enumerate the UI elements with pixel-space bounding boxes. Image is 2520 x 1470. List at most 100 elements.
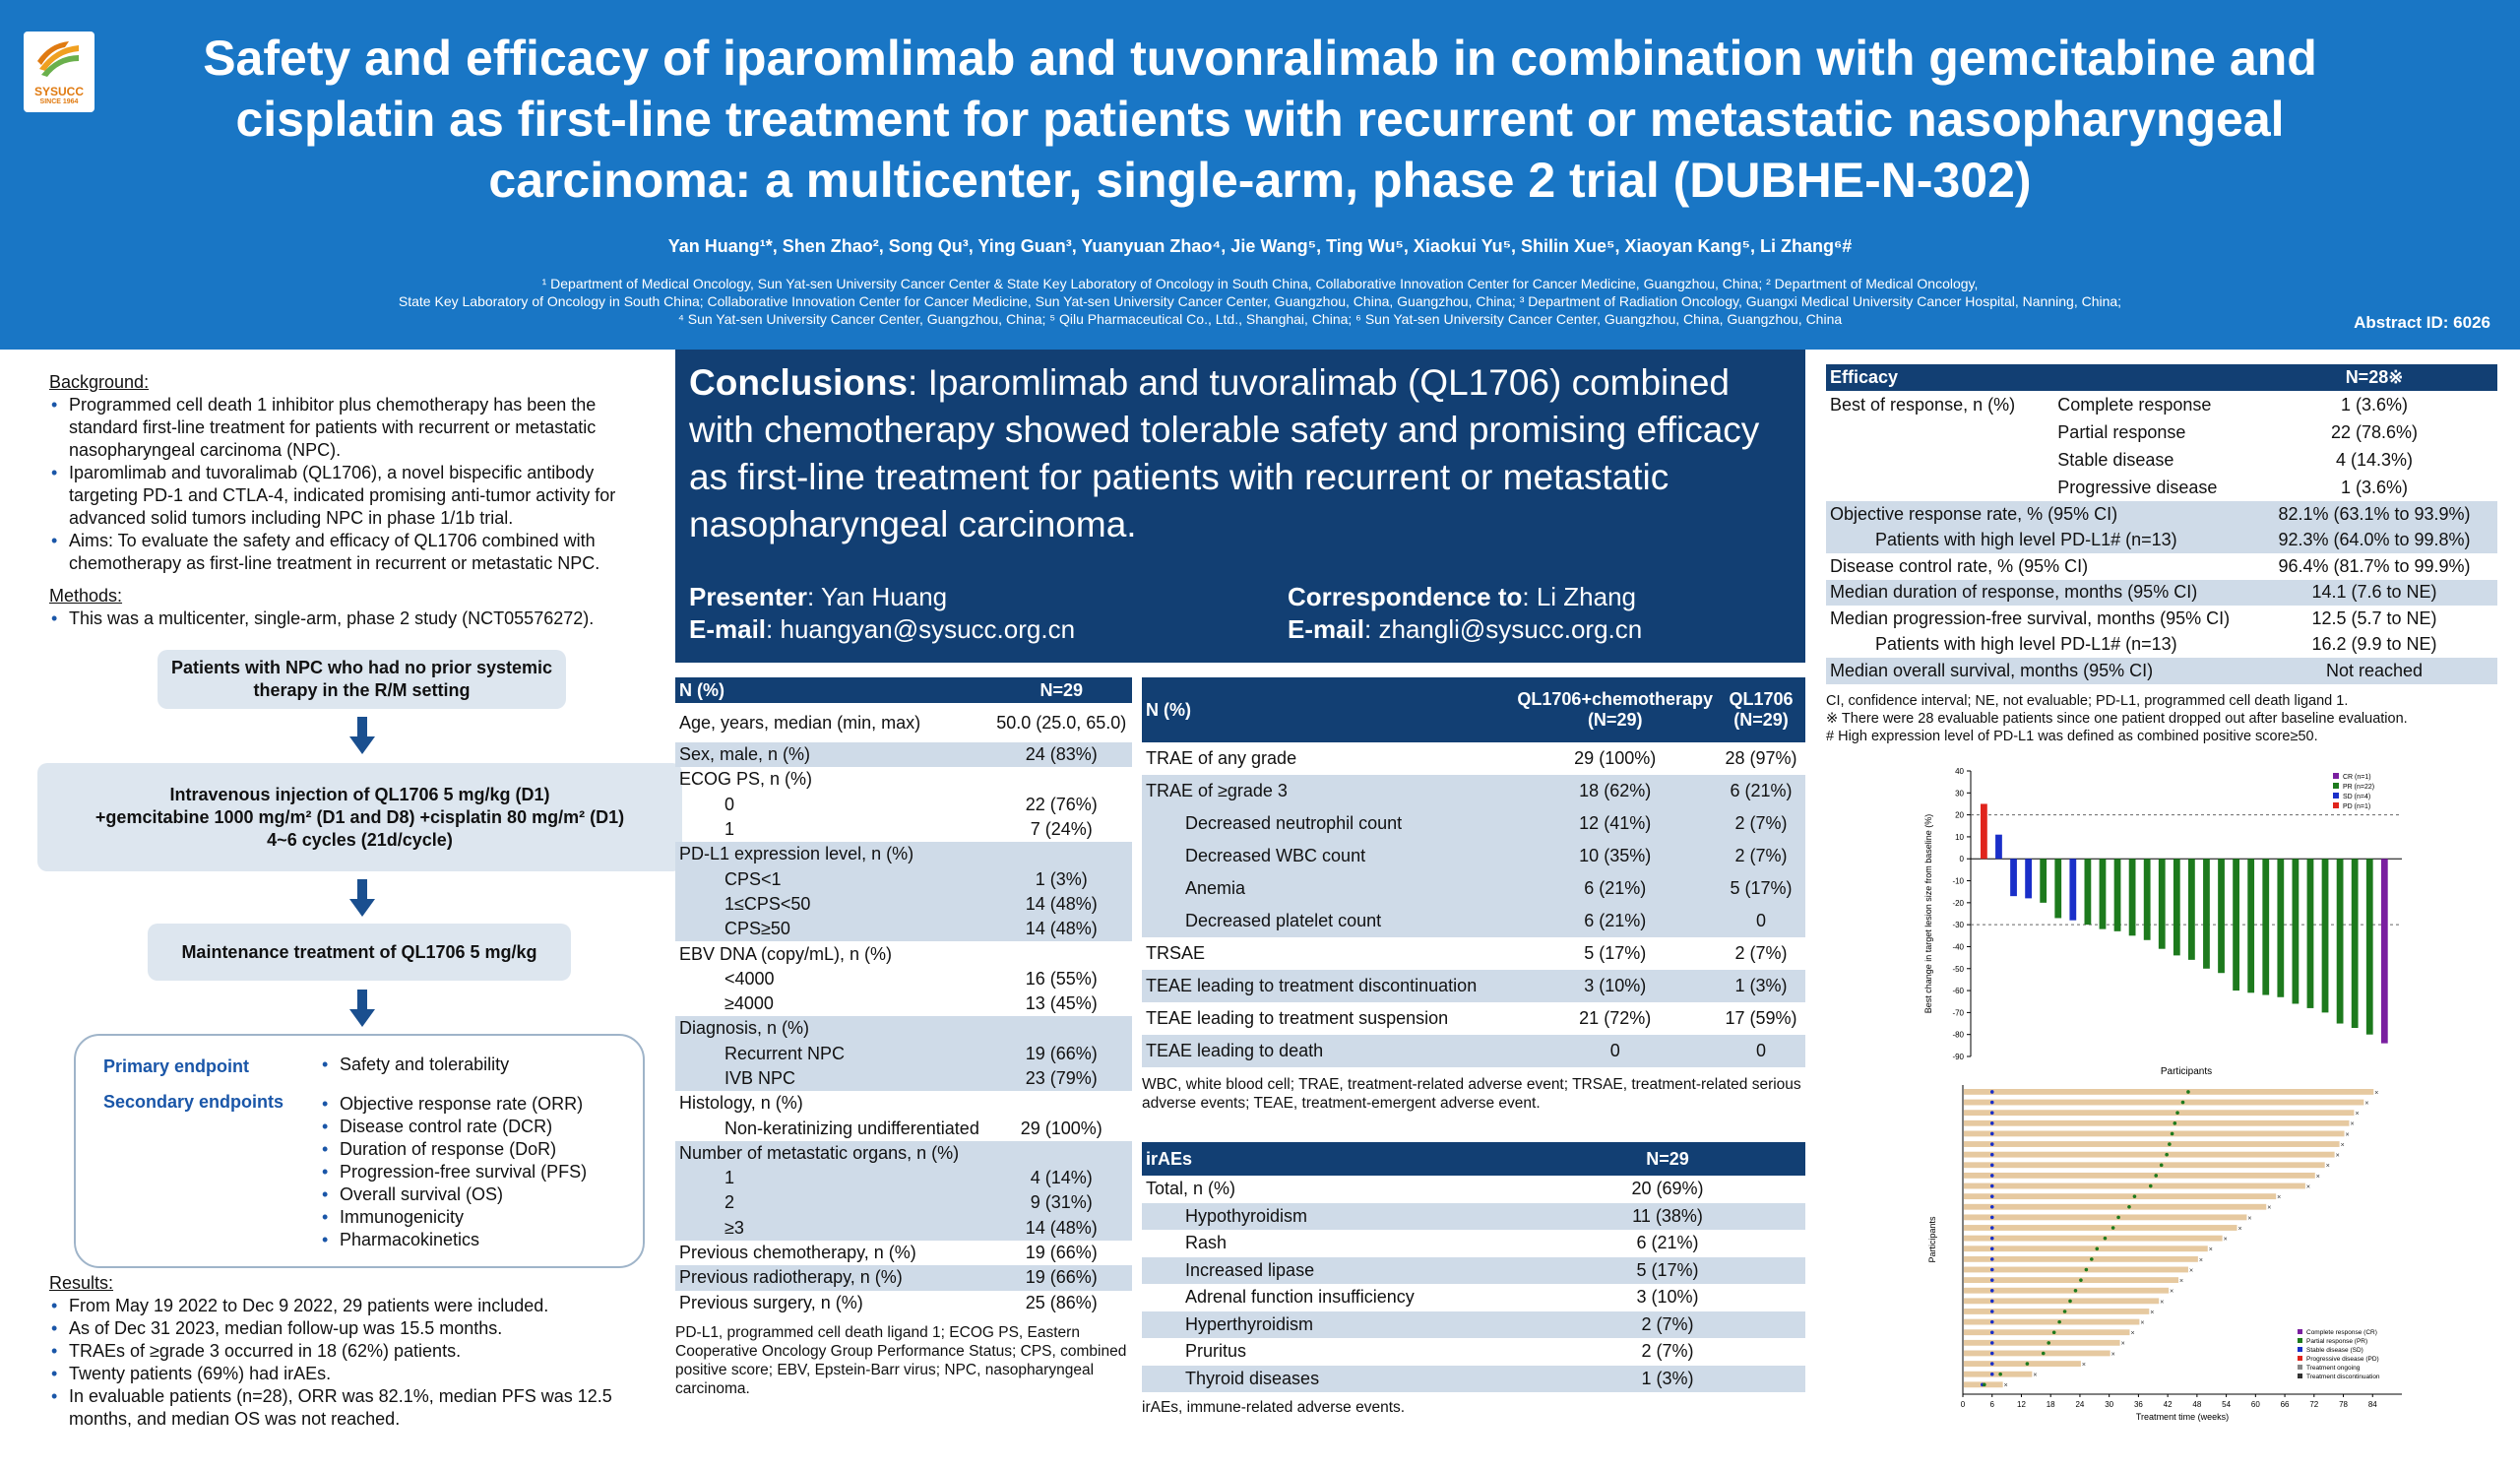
- row-label: Decreased neutrophil count: [1185, 813, 1403, 833]
- table-row: IVB NPC 23 (79%): [675, 1065, 1132, 1092]
- row-value: 23 (79%): [1025, 1068, 1098, 1088]
- legend-label: Stable disease (SD): [2306, 1347, 2363, 1354]
- table-row: PD-L1 expression level, n (%): [675, 842, 1132, 867]
- y-axis-label: Best change in target lesion size from b…: [1923, 814, 1933, 1014]
- email-value: : huangyan@sysucc.org.cn: [766, 614, 1076, 644]
- legend-swatch: [2333, 773, 2339, 779]
- legend-swatch: [2298, 1329, 2302, 1334]
- email-label: E-mail: [689, 614, 767, 644]
- discontinuation-marker: ×: [2364, 1100, 2368, 1107]
- row-value: 92.3% (64.0% to 99.8%): [2278, 530, 2471, 550]
- x-tick-label: 18: [2047, 1400, 2055, 1409]
- y-tick-label: -70: [1952, 1008, 1964, 1017]
- table-row: Rash 6 (21%): [1142, 1230, 1805, 1257]
- table-row: CPS<1 1 (3%): [675, 866, 1132, 892]
- flow-line: 4~6 cycles (21d/cycle): [267, 829, 453, 850]
- background-heading: Background:: [49, 372, 150, 392]
- row-value: 10 (35%): [1579, 846, 1652, 865]
- swimmer-plot: 0 6 12 18 24 30 36 42 48 54 60 66 72 78 84××××××××××××…: [1927, 1085, 2402, 1422]
- correspondence-name: : Li Zhang: [1522, 582, 1637, 611]
- row-value: 1 (3%): [1641, 1368, 1694, 1388]
- waterfall-bar: [1995, 834, 2002, 860]
- list-item: As of Dec 31 2023, median follow-up was …: [49, 1317, 655, 1340]
- swimmer-bar: [1964, 1350, 2110, 1357]
- table-row: 1 4 (14%): [675, 1166, 1132, 1191]
- response-marker: [1989, 1288, 1994, 1293]
- row-value: 2 (7%): [1641, 1341, 1694, 1362]
- discontinuation-marker: ×: [2082, 1362, 2086, 1369]
- correspondence: Correspondence to: Li Zhang: [1288, 581, 1636, 612]
- swimmer-bar: [1964, 1099, 2364, 1106]
- table-row: Hypothyroidism 11 (38%): [1142, 1202, 1805, 1230]
- primary-endpoint-list: Safety and tolerability: [320, 1054, 509, 1076]
- presenter-email: E-mail: huangyan@sysucc.org.cn: [689, 613, 1075, 645]
- row-value: [990, 1091, 1132, 1116]
- response-marker: [1989, 1341, 1994, 1345]
- row-value: 20 (69%): [1631, 1179, 1704, 1199]
- sysucc-logo: SYSUCC SINCE 1964: [24, 32, 94, 112]
- table-row: ≥4000 13 (45%): [675, 991, 1132, 1016]
- response-marker: [1989, 1278, 1994, 1282]
- x-tick-label: 12: [2017, 1400, 2026, 1409]
- legend-label: Partial response (PR): [2306, 1338, 2367, 1345]
- conclusions-panel: Conclusions: Iparomlimab and tuvoralimab…: [675, 350, 1805, 663]
- arrow-down-icon: [349, 717, 375, 756]
- row-value: 0: [1755, 911, 1766, 930]
- row-label: Previous surgery, n (%): [679, 1292, 863, 1312]
- table-row: Recurrent NPC 19 (66%): [675, 1041, 1132, 1066]
- row-value: 24 (83%): [1025, 744, 1098, 765]
- swimmer-bar: [1964, 1371, 2033, 1377]
- response-marker: [2148, 1183, 2153, 1188]
- swimmer-bar: [1964, 1235, 2223, 1242]
- table-row: 2 9 (31%): [675, 1190, 1132, 1216]
- table-row: 0 22 (76%): [675, 793, 1132, 817]
- row-value: 82.1% (63.1% to 93.9%): [2278, 503, 2471, 524]
- response-marker: [2041, 1351, 2046, 1356]
- row-value: 6 (21%): [1730, 781, 1793, 800]
- row-value: 17 (59%): [1725, 1008, 1797, 1028]
- waterfall-bar: [2158, 859, 2166, 949]
- response-marker: [1989, 1246, 1994, 1251]
- list-item: Pharmacokinetics: [320, 1229, 587, 1251]
- response-marker: [1989, 1183, 1994, 1188]
- row-label: 1: [724, 1168, 735, 1188]
- response-marker: [2068, 1299, 2072, 1304]
- swimmer-bar: [1964, 1203, 2267, 1210]
- swimmer-bar: [1964, 1089, 2374, 1095]
- row-label: Decreased platelet count: [1185, 911, 1382, 930]
- response-marker: [2168, 1142, 2172, 1146]
- list-item: Safety and tolerability: [320, 1054, 509, 1076]
- row-value: 13 (45%): [1025, 993, 1098, 1014]
- discontinuation-marker: ×: [2160, 1299, 2164, 1306]
- row-label: 1: [724, 819, 735, 840]
- table-row: <4000 16 (55%): [675, 967, 1132, 991]
- row-value: 16 (55%): [1025, 968, 1098, 989]
- response-marker: [1989, 1111, 1994, 1116]
- discontinuation-marker: ×: [2238, 1226, 2242, 1233]
- response-marker: [2116, 1215, 2120, 1220]
- row-value: 7 (24%): [1030, 819, 1093, 840]
- legend-label: PR (n=22): [2343, 784, 2374, 791]
- waterfall-bar: [2306, 859, 2314, 1008]
- irae-footnote: irAEs, immune-related adverse events.: [1142, 1399, 1406, 1416]
- row-label: 2: [724, 1192, 735, 1213]
- row-value: 0: [1755, 1041, 1766, 1060]
- response-marker: [2062, 1310, 2067, 1313]
- swimmer-bar: [1964, 1182, 2305, 1189]
- arrow-down-icon: [349, 879, 375, 919]
- list-item: Progression-free survival (PFS): [320, 1161, 587, 1183]
- table-row: Decreased neutrophil count 12 (41%) 2 (7%): [1142, 807, 1805, 840]
- logo-year: SINCE 1964: [39, 98, 79, 105]
- row-label: TRAE of ≥grade 3: [1146, 781, 1288, 800]
- presenter-name: : Yan Huang: [806, 582, 948, 611]
- response-marker: [1989, 1299, 1994, 1304]
- discontinuation-marker: ×: [2374, 1090, 2378, 1097]
- swimmer-bar: [1964, 1214, 2247, 1221]
- authors: Yan Huang¹*, Shen Zhao², Song Qu³, Ying …: [667, 236, 1853, 256]
- results-heading: Results:: [49, 1273, 114, 1293]
- row-label: TRAE of any grade: [1146, 748, 1297, 768]
- waterfall-bar: [2277, 859, 2285, 997]
- table-header: N=29: [1040, 679, 1084, 700]
- discontinuation-marker: ×: [2150, 1310, 2154, 1316]
- response-marker: [2180, 1100, 2185, 1105]
